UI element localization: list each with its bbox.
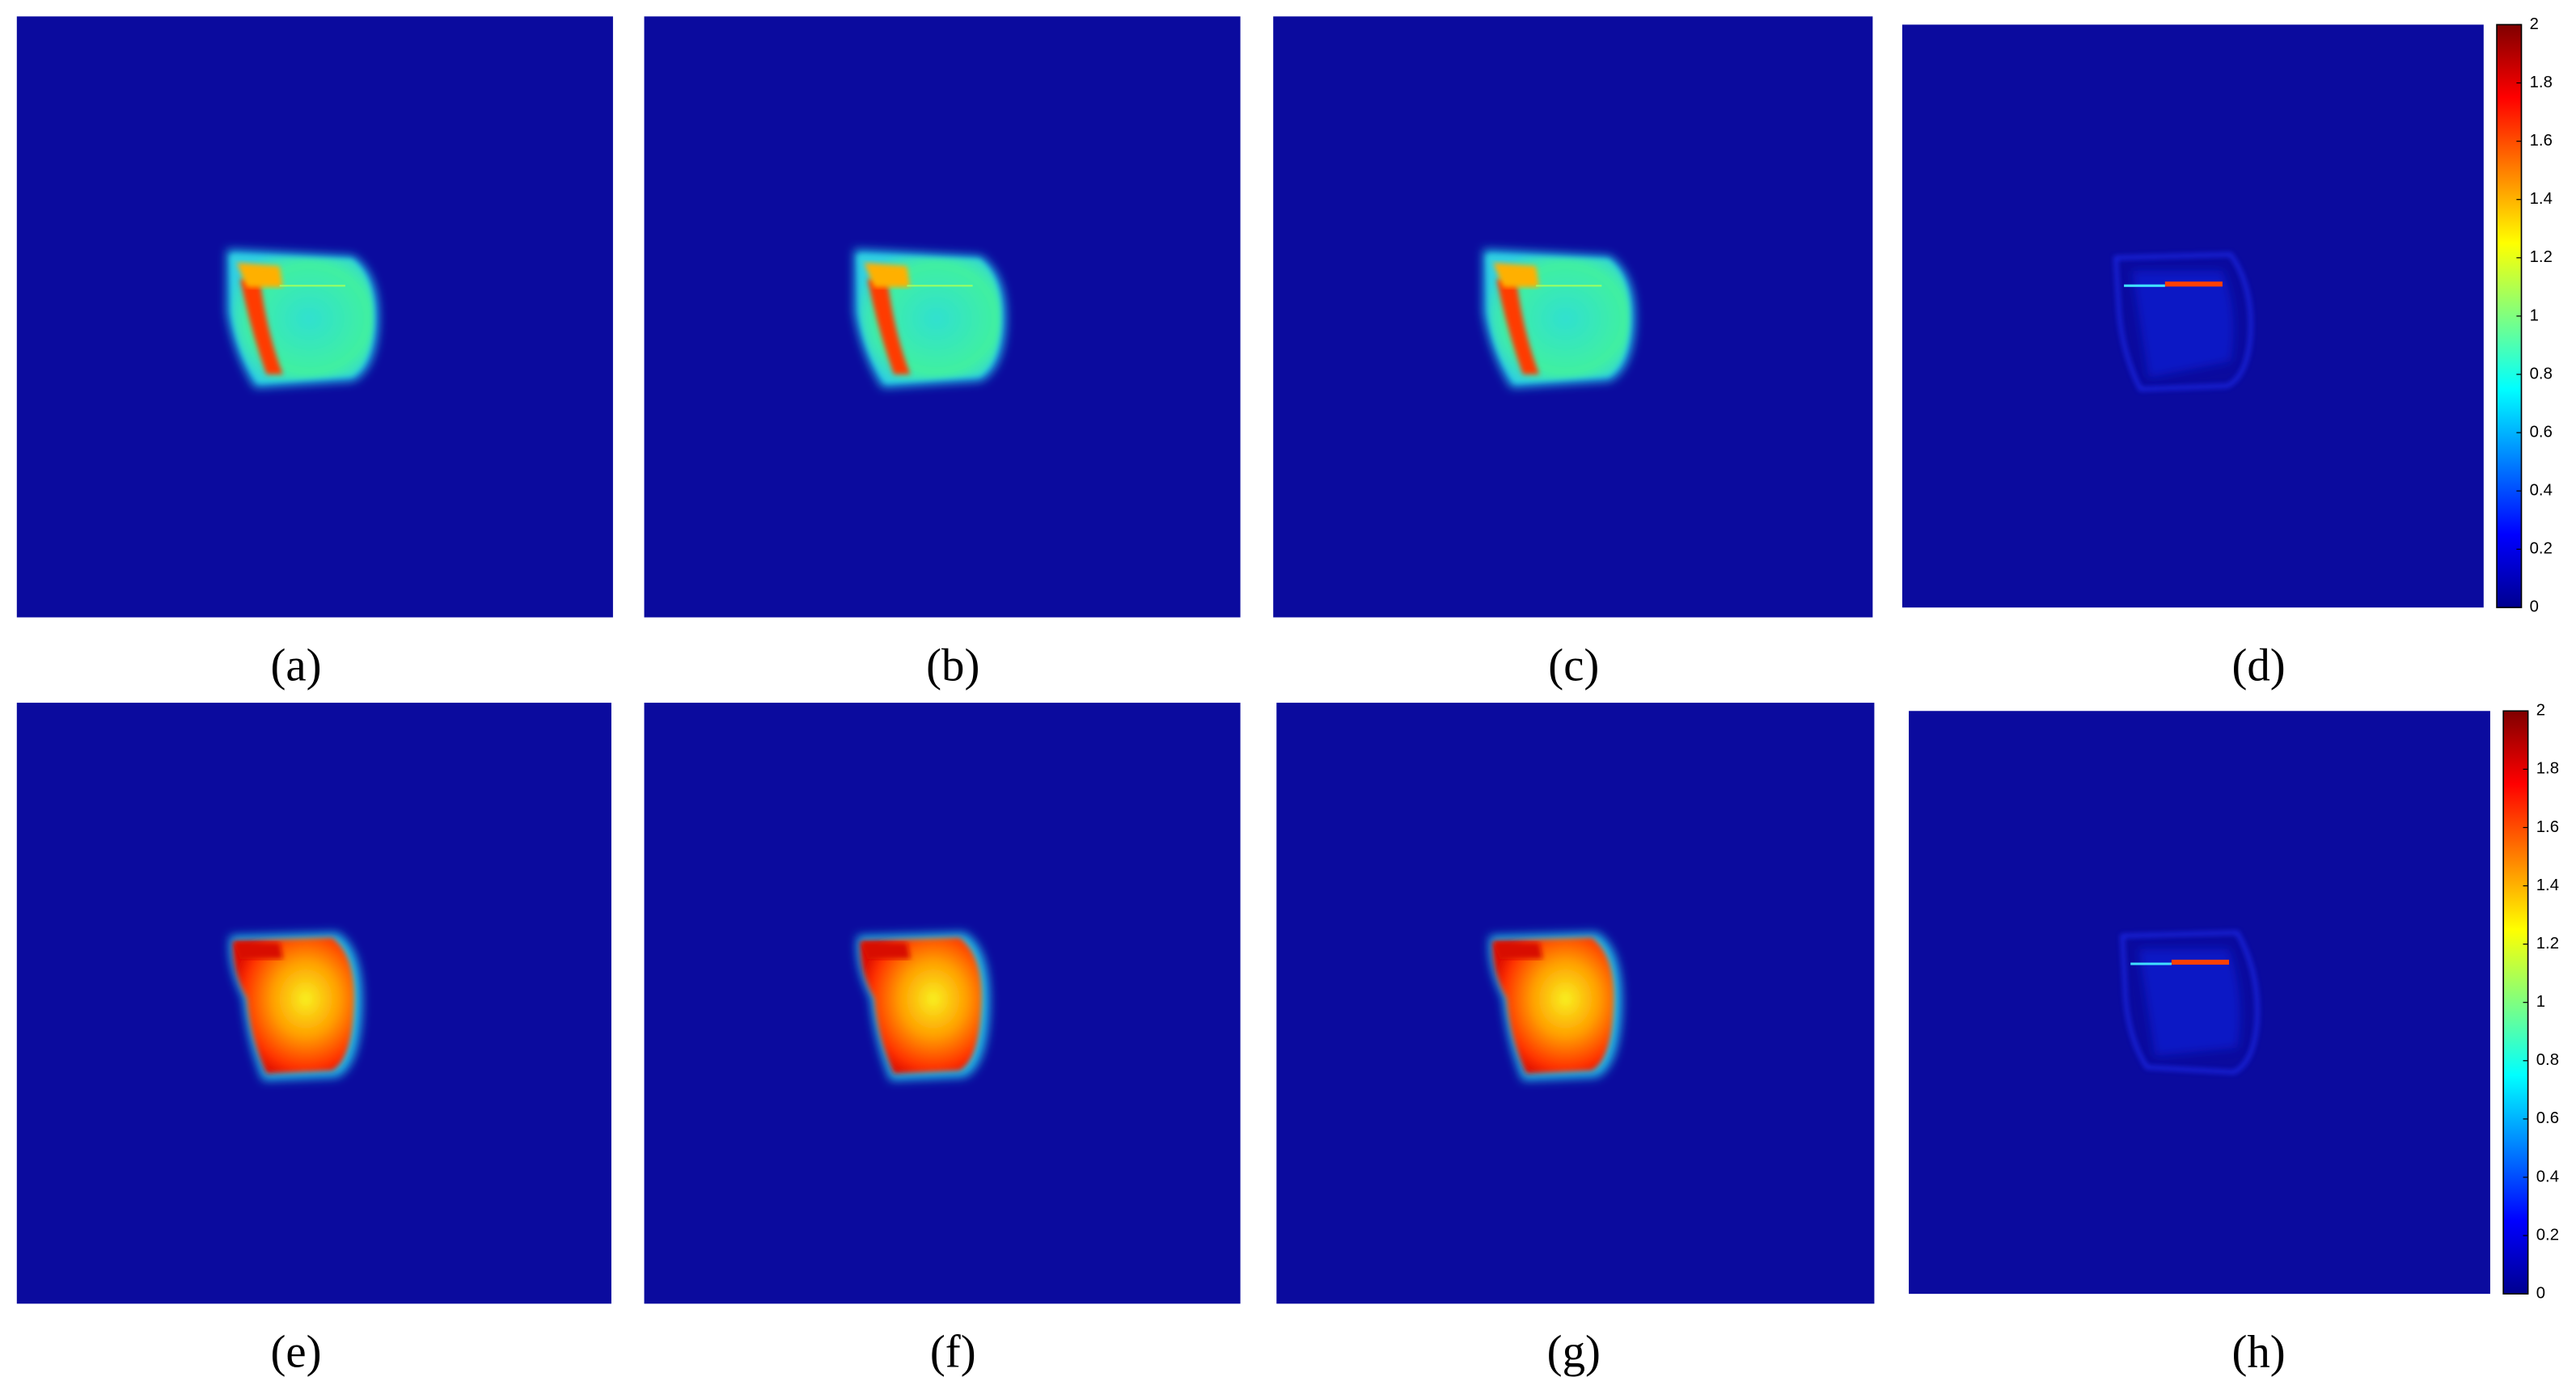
- panel-label: (d): [2231, 640, 2285, 691]
- tick-label: 0.2: [2536, 1226, 2559, 1244]
- hot-stripe: [867, 279, 911, 374]
- tick-label: 2: [2530, 15, 2539, 33]
- tick-label: 1.4: [2536, 877, 2559, 894]
- tick-label: 1.8: [2536, 760, 2559, 778]
- tick-label: 1.2: [2530, 248, 2553, 266]
- panel: [1909, 711, 2490, 1295]
- tick-label: 1: [2530, 306, 2539, 324]
- hot-stripe: [1496, 279, 1540, 374]
- tick-label: 0.4: [2530, 482, 2553, 500]
- warm-band: [236, 262, 283, 288]
- panel: [16, 16, 613, 618]
- tick-label: 0.2: [2530, 540, 2553, 558]
- panel-label: (c): [1548, 640, 1599, 691]
- panel: [644, 16, 1241, 618]
- panel-label: (a): [270, 640, 321, 691]
- panel-label: (b): [926, 640, 979, 691]
- tick-label: 2: [2536, 702, 2545, 720]
- warm-band: [1493, 262, 1540, 288]
- hot-stripe: [239, 279, 283, 374]
- panel: [1901, 24, 2484, 608]
- tick-label: 1.2: [2536, 935, 2559, 953]
- tick-label: 1: [2536, 993, 2545, 1011]
- panel: [16, 703, 611, 1304]
- panel: [1276, 703, 1875, 1304]
- hot-tip: [233, 942, 283, 959]
- tick-label: 0.8: [2530, 365, 2553, 382]
- faint-outline: [2113, 252, 2252, 391]
- faint-fill: [2132, 271, 2234, 378]
- hot-tip: [861, 942, 911, 959]
- tick-label: 0: [2536, 1284, 2545, 1302]
- tick-label: 0.8: [2536, 1051, 2559, 1069]
- region: [233, 937, 355, 1075]
- hot-tip: [1493, 942, 1543, 959]
- tick-label: 0.6: [2530, 423, 2553, 441]
- panel-label: (g): [1547, 1326, 1601, 1377]
- tick-label: 1.8: [2530, 74, 2553, 91]
- faint-outline: [2120, 931, 2260, 1075]
- tick-label: 1.6: [2536, 818, 2559, 836]
- warm-band: [864, 262, 911, 288]
- panel-label: (e): [270, 1326, 321, 1377]
- panel: [644, 703, 1241, 1304]
- tick-label: 0.6: [2536, 1109, 2559, 1127]
- region: [1492, 937, 1614, 1075]
- panel-label: (f): [930, 1326, 976, 1377]
- tick-label: 0.4: [2536, 1168, 2559, 1185]
- faint-fill: [2138, 948, 2240, 1056]
- tick-label: 1.6: [2530, 132, 2553, 150]
- tick-label: 1.4: [2530, 190, 2553, 208]
- panel-label: (h): [2231, 1326, 2285, 1377]
- region: [860, 937, 982, 1075]
- tick-label: 0: [2530, 598, 2539, 616]
- panel: [1273, 16, 1873, 618]
